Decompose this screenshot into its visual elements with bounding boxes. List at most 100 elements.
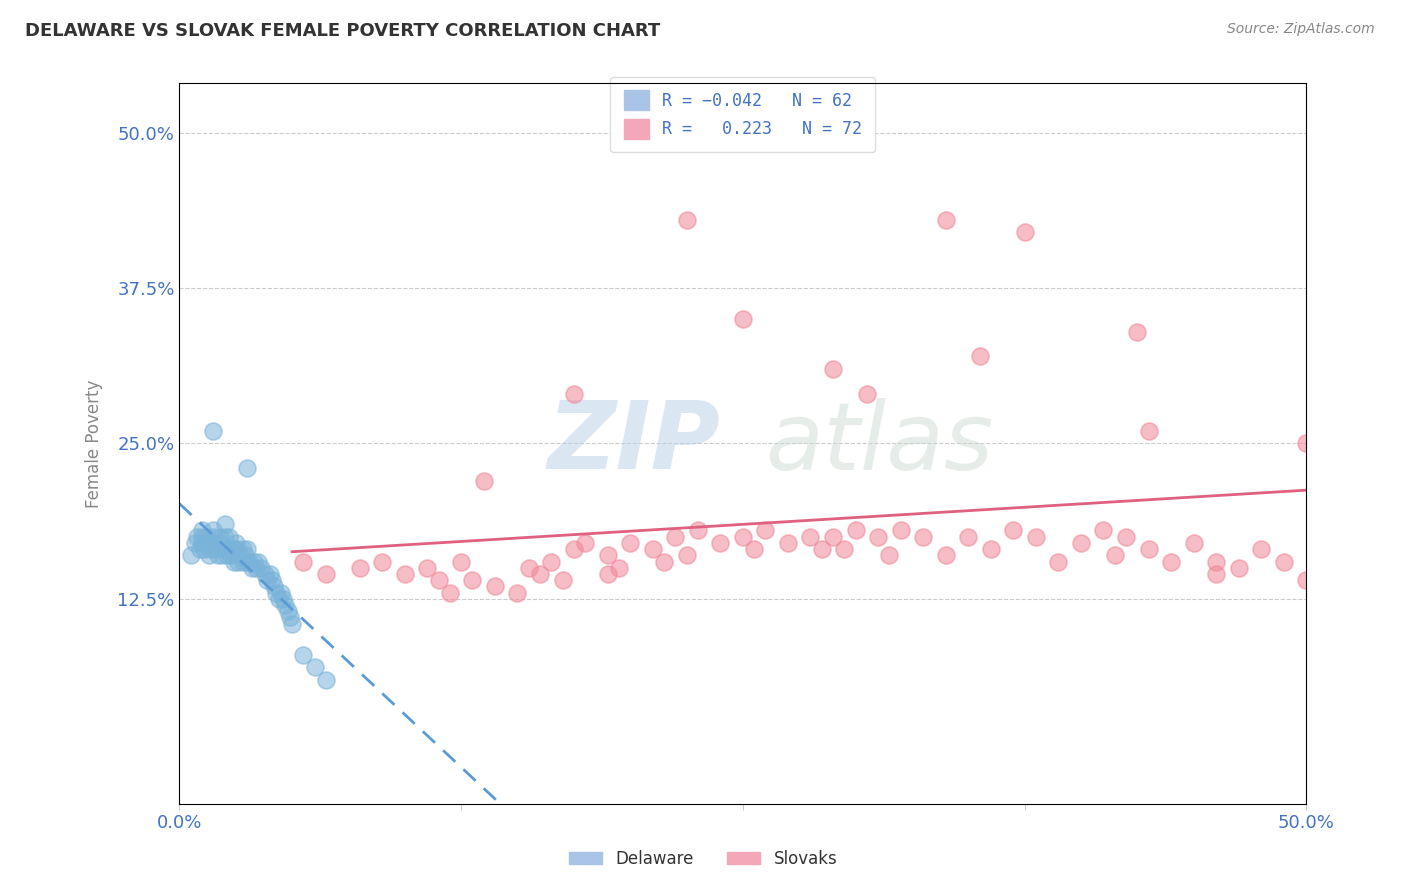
Text: Source: ZipAtlas.com: Source: ZipAtlas.com <box>1227 22 1375 37</box>
Point <box>1295 436 1317 450</box>
Point <box>574 536 596 550</box>
Point <box>1137 424 1160 438</box>
Point <box>439 585 461 599</box>
Point <box>204 542 226 557</box>
Point <box>686 524 709 538</box>
Point <box>912 530 935 544</box>
Point <box>186 530 208 544</box>
Point <box>754 524 776 538</box>
Point <box>551 573 574 587</box>
Point <box>1092 524 1115 538</box>
Point <box>270 585 292 599</box>
Point <box>675 549 697 563</box>
Point <box>245 560 267 574</box>
Point <box>868 530 890 544</box>
Point <box>197 549 219 563</box>
Point <box>243 555 266 569</box>
Point <box>218 542 240 557</box>
Point <box>416 560 439 574</box>
Point <box>260 573 283 587</box>
Point <box>935 549 957 563</box>
Point <box>292 555 315 569</box>
Point <box>281 616 304 631</box>
Point <box>233 549 256 563</box>
Point <box>1182 536 1205 550</box>
Point <box>191 536 214 550</box>
Point <box>394 566 416 581</box>
Point <box>1104 549 1126 563</box>
Point <box>832 542 855 557</box>
Point <box>1272 555 1295 569</box>
Point <box>202 536 225 550</box>
Point <box>259 566 281 581</box>
Text: atlas: atlas <box>765 398 994 489</box>
Point <box>641 542 664 557</box>
Y-axis label: Female Poverty: Female Poverty <box>86 379 103 508</box>
Point <box>619 536 641 550</box>
Point <box>1025 530 1047 544</box>
Point <box>529 566 551 581</box>
Point <box>208 536 231 550</box>
Point <box>247 555 270 569</box>
Point <box>810 542 832 557</box>
Point <box>225 536 247 550</box>
Point <box>935 212 957 227</box>
Text: DELAWARE VS SLOVAK FEMALE POVERTY CORRELATION CHART: DELAWARE VS SLOVAK FEMALE POVERTY CORREL… <box>25 22 661 40</box>
Point <box>652 555 675 569</box>
Point <box>274 598 297 612</box>
Point <box>249 560 271 574</box>
Point <box>184 536 207 550</box>
Point <box>484 579 506 593</box>
Point <box>596 549 619 563</box>
Point <box>1227 560 1250 574</box>
Point <box>236 542 259 557</box>
Point <box>1070 536 1092 550</box>
Point <box>664 530 686 544</box>
Legend: Delaware, Slovaks: Delaware, Slovaks <box>562 844 844 875</box>
Point <box>675 212 697 227</box>
Point <box>266 585 288 599</box>
Point <box>254 566 277 581</box>
Point <box>856 386 879 401</box>
Point <box>596 566 619 581</box>
Point <box>845 524 868 538</box>
Point <box>540 555 562 569</box>
Point <box>506 585 529 599</box>
Point <box>188 542 211 557</box>
Point <box>191 530 214 544</box>
Point <box>191 524 214 538</box>
Point <box>1047 555 1070 569</box>
Point <box>225 542 247 557</box>
Point <box>278 610 301 624</box>
Point <box>607 560 630 574</box>
Point <box>742 542 765 557</box>
Point <box>472 474 495 488</box>
Point <box>821 361 844 376</box>
Point <box>214 530 236 544</box>
Point <box>271 591 294 606</box>
Point <box>304 660 326 674</box>
Legend: R = −0.042   N = 62, R =   0.223   N = 72: R = −0.042 N = 62, R = 0.223 N = 72 <box>610 77 876 153</box>
Point <box>1250 542 1272 557</box>
Point <box>1205 566 1227 581</box>
Point <box>207 549 229 563</box>
Point <box>195 530 218 544</box>
Point <box>890 524 912 538</box>
Point <box>240 560 263 574</box>
Point <box>450 555 472 569</box>
Point <box>219 549 242 563</box>
Point <box>315 566 337 581</box>
Point <box>371 555 394 569</box>
Point <box>256 573 278 587</box>
Point <box>292 648 315 662</box>
Point <box>236 555 259 569</box>
Point <box>1014 225 1036 239</box>
Point <box>776 536 799 550</box>
Point <box>180 549 202 563</box>
Point <box>202 424 225 438</box>
Point <box>315 673 337 687</box>
Point <box>427 573 450 587</box>
Point <box>1115 530 1137 544</box>
Point <box>236 461 259 475</box>
Point <box>215 549 238 563</box>
